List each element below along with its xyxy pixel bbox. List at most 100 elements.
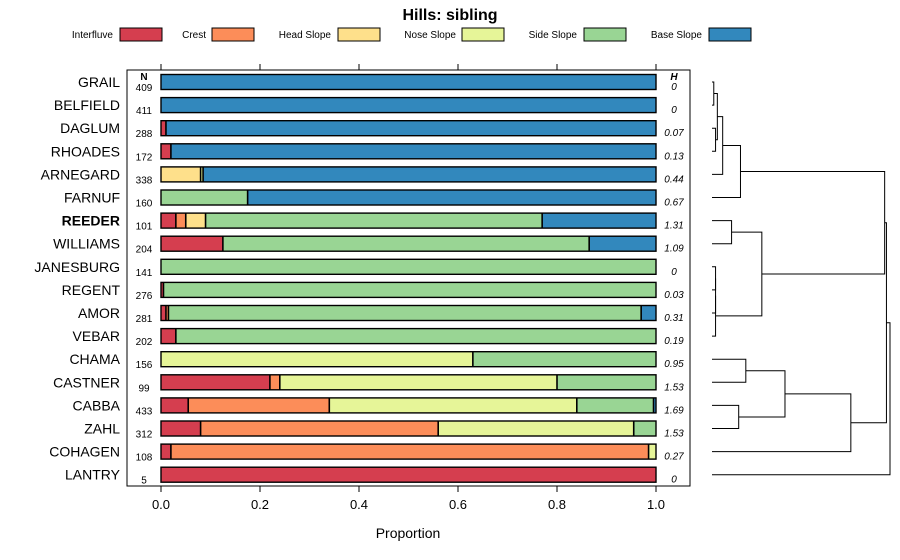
bar-reeder-interfluve — [161, 213, 176, 229]
bar-lantry-interfluve — [161, 467, 656, 483]
bar-daglum-base-slope — [165, 120, 656, 136]
bar-grail-base-slope — [161, 74, 656, 90]
bar-outline-daglum — [160, 119, 657, 137]
bar-amor-interfluve — [161, 305, 166, 321]
bar-cabba-interfluve — [161, 397, 189, 413]
dendrogram-link — [712, 322, 891, 476]
row-label-janesburg: JANESBURG — [34, 259, 120, 275]
bar-reeder-head-slope — [185, 213, 206, 229]
row-label-cabba: CABBA — [73, 397, 121, 413]
h-value-regent: 0.03 — [664, 290, 684, 301]
h-value-cabba: 1.69 — [664, 405, 684, 416]
plot-frame — [126, 69, 691, 487]
x-axis-title: Proportion — [376, 525, 441, 541]
h-value-reeder: 1.31 — [664, 221, 683, 232]
n-value-cabba: 433 — [136, 406, 153, 417]
row-label-williams: WILLIAMS — [53, 236, 120, 252]
bar-amor-side-slope — [168, 305, 642, 321]
legend-swatch-crest — [211, 27, 255, 42]
dendrogram-link — [712, 81, 715, 106]
dendrogram-link — [712, 278, 717, 314]
bar-outline-cabba — [160, 397, 657, 414]
dendrogram-link — [712, 145, 741, 198]
n-value-regent: 276 — [136, 291, 153, 302]
dendrogram-link — [850, 222, 887, 424]
dendrogram-link — [712, 127, 717, 152]
h-value-belfield: 0 — [671, 105, 677, 116]
row-label-daglum: DAGLUM — [60, 120, 120, 136]
h-value-farnuf: 0.67 — [664, 198, 684, 209]
row-label-lantry: LANTRY — [65, 467, 121, 483]
legend-label-nose-slope: Nose Slope — [404, 30, 456, 41]
h-value-rhoades: 0.13 — [664, 151, 684, 162]
dendrogram-link — [712, 393, 852, 453]
h-value-chama: 0.95 — [664, 359, 684, 370]
bar-zahl-nose-slope — [438, 421, 634, 436]
legend-label-head-slope: Head Slope — [279, 30, 332, 41]
bar-cabba-base-slope — [653, 397, 656, 413]
bar-williams-interfluve — [161, 236, 223, 252]
bar-cabba-crest — [188, 397, 330, 413]
bar-outline-castner — [160, 374, 657, 391]
legend-label-base-slope: Base Slope — [651, 30, 703, 41]
legend-swatch-side-slope — [583, 27, 627, 42]
h-value-janesburg: 0 — [671, 267, 677, 278]
bar-castner-interfluve — [161, 374, 270, 390]
bar-arnegard-head-slope — [161, 166, 201, 182]
bar-cohagen-nose-slope — [648, 444, 656, 460]
h-value-amor: 0.31 — [664, 313, 683, 324]
bar-castner-nose-slope — [279, 374, 557, 390]
chart-title: Hills: sibling — [402, 7, 497, 24]
n-value-zahl: 312 — [136, 430, 153, 441]
bar-regent-interfluve — [161, 282, 164, 298]
n-value-janesburg: 141 — [136, 268, 153, 279]
bar-zahl-side-slope — [633, 421, 656, 436]
h-value-daglum: 0.07 — [664, 128, 684, 139]
bar-chama-side-slope — [472, 351, 656, 367]
bar-regent-side-slope — [163, 282, 656, 298]
row-label-grail: GRAIL — [78, 74, 120, 90]
bars — [160, 73, 657, 483]
h-value-lantry: 0 — [671, 475, 677, 486]
x-tick-label: 0.8 — [548, 497, 566, 512]
row-label-castner: CASTNER — [53, 374, 120, 390]
dendrogram-link — [712, 295, 717, 337]
bar-daglum-interfluve — [161, 120, 166, 136]
n-value-vebar: 202 — [136, 337, 153, 348]
legend: Interfluve Crest Head Slope Nose Slope Side … — [72, 27, 752, 42]
n-value-cohagen: 108 — [136, 453, 153, 464]
bar-janesburg-side-slope — [161, 259, 656, 275]
legend-label-interfluve: Interfluve — [72, 30, 114, 41]
bar-vebar-interfluve — [161, 328, 176, 344]
row-label-reeder: REEDER — [62, 213, 120, 229]
bar-outline-grail — [160, 73, 657, 91]
bar-arnegard-nose-slope — [200, 166, 204, 182]
bar-outline-zahl — [160, 420, 657, 437]
n-value-williams: 204 — [136, 245, 153, 256]
bar-farnuf-base-slope — [247, 190, 656, 205]
dendrogram-link — [712, 358, 747, 383]
h-value-cohagen: 0.27 — [664, 452, 684, 463]
n-value-arnegard: 338 — [136, 175, 153, 186]
bar-outline-williams — [160, 235, 657, 252]
row-label-chama: CHAMA — [69, 351, 120, 367]
bar-reeder-side-slope — [205, 213, 543, 229]
bar-outline-janesburg — [160, 258, 657, 275]
bar-amor-crest — [165, 305, 169, 321]
bar-zahl-interfluve — [161, 421, 201, 436]
bar-williams-base-slope — [589, 236, 656, 252]
dendrogram — [712, 81, 891, 476]
h-value-vebar: 0.19 — [664, 336, 684, 347]
bar-outline-rhoades — [160, 143, 657, 160]
bar-castner-crest — [269, 374, 280, 390]
row-label-belfield: BELFIELD — [54, 97, 120, 113]
h-value-arnegard: 0.44 — [664, 174, 684, 185]
row-labels: GRAIL BELFIELD DAGLUM RHOADES ARNEGARD FARNUF… — [34, 74, 120, 483]
h-labels: 0 0 0.07 0.13 0.44 0.67 1.31 1.09 0 0.03 0.31 0.19 0… — [664, 82, 684, 486]
legend-swatch-nose-slope — [461, 27, 505, 42]
bar-outline-lantry — [160, 466, 657, 483]
n-value-amor: 281 — [136, 314, 153, 325]
n-value-grail: 409 — [136, 83, 153, 94]
bar-reeder-base-slope — [542, 213, 656, 229]
